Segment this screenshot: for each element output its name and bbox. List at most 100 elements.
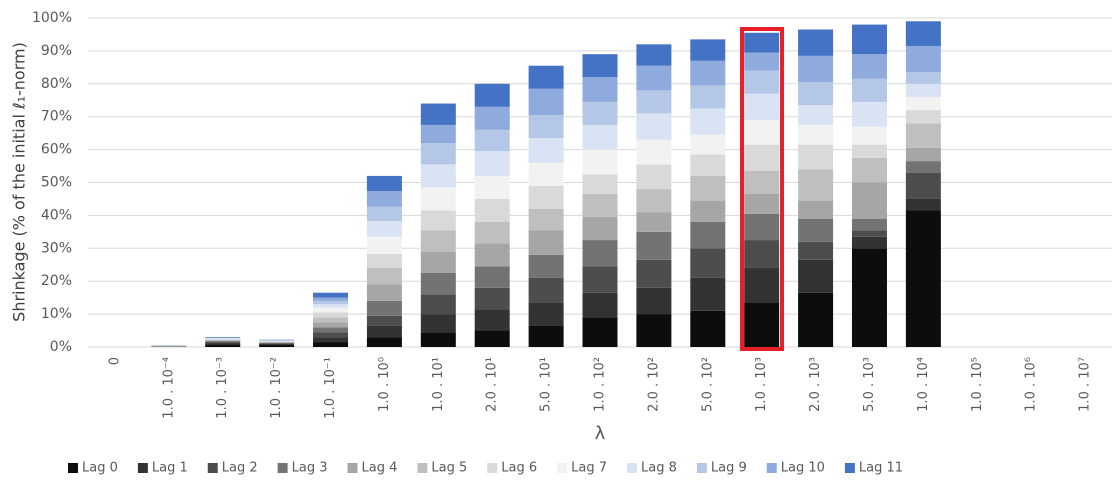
bar-segment	[851, 54, 887, 79]
bar-segment	[205, 344, 241, 347]
legend-label: Lag 4	[362, 461, 398, 476]
bar-segment	[205, 340, 241, 342]
legend-swatch	[277, 463, 288, 473]
bar-segment	[528, 208, 564, 231]
bar-segment	[690, 200, 726, 222]
bar-segment	[905, 123, 941, 148]
bar-segment	[636, 259, 672, 288]
bar-segment	[582, 54, 618, 78]
bar-segment	[582, 292, 618, 318]
bar-segment	[474, 266, 510, 288]
legend-label: Lag 0	[82, 461, 118, 476]
bar-segment	[636, 164, 672, 190]
legend-swatch	[844, 463, 855, 473]
bar-segment	[798, 124, 834, 145]
legend-swatch	[347, 463, 358, 473]
bar-segment	[528, 230, 564, 255]
y-tick-label: 80%	[41, 76, 72, 92]
x-tick-label: 1.0 . 10⁻¹	[323, 357, 338, 419]
bar-segment	[636, 287, 672, 315]
bar-segment	[690, 248, 726, 278]
bar-segment	[420, 230, 456, 252]
bar-segment	[690, 277, 726, 311]
bar-segment	[313, 327, 349, 333]
bar-segment	[690, 60, 726, 86]
bar-segment	[528, 65, 564, 89]
x-tick-label: 1.0 . 10²	[593, 357, 608, 412]
bar-segment	[744, 70, 780, 94]
x-tick-label: 5.0 . 10¹	[539, 357, 554, 412]
bar-segment	[313, 292, 349, 298]
bar-segment	[205, 339, 241, 340]
bar-segment	[420, 187, 456, 211]
bar-segment	[474, 309, 510, 331]
bar-segment	[205, 339, 241, 341]
bar-segment	[528, 277, 564, 303]
x-tick-label: 1.0 . 10⁻³	[215, 357, 230, 419]
legend-label: Lag 1	[152, 461, 188, 476]
bar-segment	[851, 78, 887, 102]
bar-segment	[744, 170, 780, 195]
bar-segment	[313, 297, 349, 301]
bar-segment	[744, 32, 780, 53]
legend-swatch	[696, 463, 707, 473]
bar-segment	[582, 194, 618, 218]
bar-segment	[366, 220, 402, 237]
bar-segment	[851, 182, 887, 219]
bar-segment	[744, 213, 780, 241]
bar-segment	[420, 332, 456, 347]
bar-segment	[420, 103, 456, 125]
bar-segment	[905, 172, 941, 199]
bar-segment	[851, 248, 887, 347]
bar-segment	[420, 210, 456, 231]
bar-segment	[474, 330, 510, 347]
bar-segment	[259, 344, 295, 346]
legend-swatch	[627, 463, 637, 473]
y-axis-title: Shrinkage (% of the initial ℓ₁-norm)	[10, 42, 29, 322]
x-axis-title: λ	[595, 423, 606, 444]
bar-segment	[744, 302, 780, 347]
bar-segment	[798, 241, 834, 260]
bar-segment	[313, 300, 349, 305]
bar-segment	[798, 82, 834, 106]
bar-segment	[744, 194, 780, 214]
x-tick-label: 1.0 . 10⁰	[377, 357, 392, 412]
bar-segment	[851, 230, 887, 237]
legend-swatch	[137, 463, 148, 473]
bar-segment	[744, 144, 780, 171]
bar-segment	[420, 143, 456, 165]
bar-segment	[582, 174, 618, 195]
bar-segment	[366, 300, 402, 316]
bar-segment	[690, 85, 726, 109]
bar-segment	[690, 108, 726, 135]
bar-segment	[851, 236, 887, 249]
bar-segment	[905, 45, 941, 73]
bar-segment	[366, 337, 402, 347]
x-tick-label: 1.0 . 10⁴	[916, 357, 931, 412]
bar-segment	[259, 342, 295, 344]
legend-swatch	[68, 463, 78, 473]
bar-segment	[582, 217, 618, 241]
legend-label: Lag 10	[781, 461, 825, 476]
bar-segment	[636, 44, 672, 66]
bar-segment	[528, 254, 564, 278]
bar-segment	[798, 144, 834, 170]
bar-segment	[474, 243, 510, 267]
bar-segment	[474, 151, 510, 176]
x-tick-label: 1.0 . 10⁵	[970, 357, 985, 412]
legend-label: Lag 6	[501, 461, 537, 476]
grid: 0% 10% 20% 30% 40% 50% 60% 70% 80% 90% 100% 0 1.0 . …	[32, 10, 1112, 419]
bar-segment	[474, 129, 510, 152]
legend-swatch	[766, 463, 777, 473]
bar-segment	[366, 284, 402, 301]
x-tick-label: 5.0 . 10²	[700, 357, 715, 412]
x-tick-label: 1.0 . 10⁶	[1024, 357, 1039, 412]
bar-segment	[528, 302, 564, 326]
bar-segment	[366, 175, 402, 192]
bar-segment	[420, 164, 456, 188]
legend: Lag 0 Lag 1 Lag 2 Lag 3 Lag 4 Lag 5 Lag 6 Lag 7…	[68, 461, 903, 476]
legend-swatch	[207, 463, 218, 473]
bar-segment	[528, 325, 564, 347]
y-tick-label: 90%	[41, 43, 72, 59]
